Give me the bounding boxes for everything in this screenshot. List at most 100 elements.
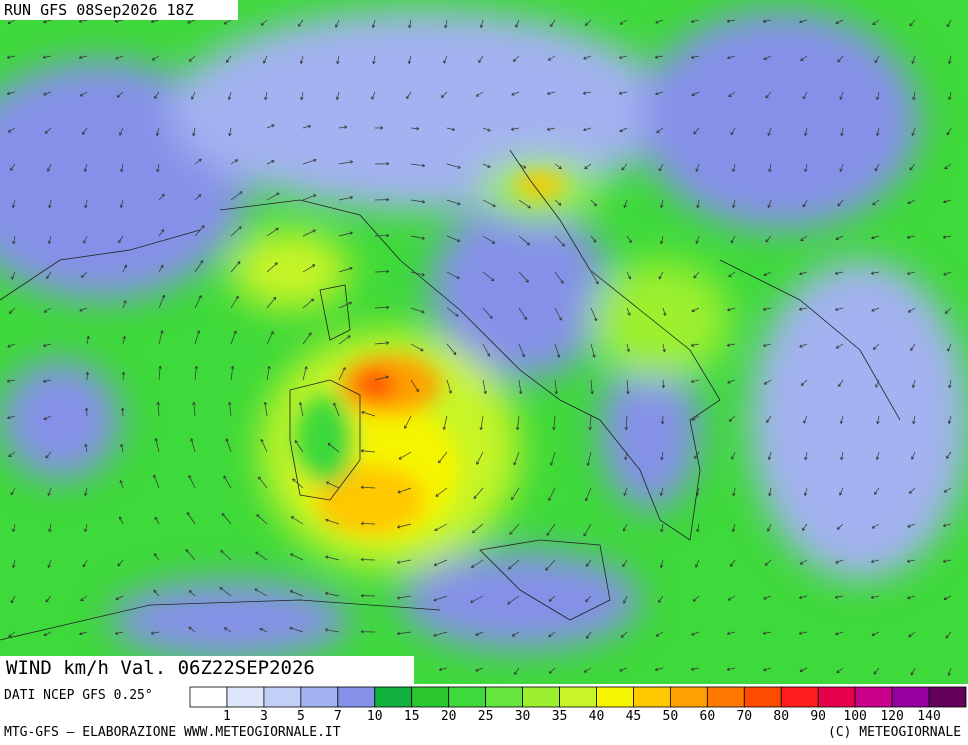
wind-arrow bbox=[482, 127, 491, 132]
wind-arrow bbox=[444, 19, 448, 29]
wind-arrow bbox=[360, 593, 376, 598]
wind-arrow bbox=[696, 199, 700, 209]
wind-arrow bbox=[470, 559, 484, 568]
wind-arrow bbox=[730, 235, 736, 244]
wind-arrow bbox=[548, 595, 556, 602]
wind-arrow bbox=[302, 366, 308, 381]
wind-arrow bbox=[875, 451, 880, 460]
wind-arrow bbox=[254, 588, 268, 597]
wind-arrow bbox=[475, 667, 484, 672]
scale-cell bbox=[448, 686, 487, 708]
wind-arrow bbox=[763, 343, 772, 348]
wind-arrow bbox=[515, 19, 520, 28]
wind-arrow bbox=[945, 631, 952, 639]
wind-arrow bbox=[906, 559, 916, 563]
wind-arrow bbox=[874, 487, 880, 495]
wind-arrow bbox=[767, 199, 772, 208]
wind-arrow bbox=[619, 55, 628, 60]
wind-arrow bbox=[8, 451, 16, 458]
wind-arrow bbox=[547, 55, 556, 61]
wind-arrow bbox=[695, 163, 700, 172]
wind-arrow bbox=[47, 487, 52, 496]
wind-arrow bbox=[433, 631, 448, 637]
wind-arrow bbox=[763, 55, 772, 60]
wind-arrow bbox=[219, 587, 232, 597]
wind-arrow bbox=[410, 163, 426, 168]
wind-arrow bbox=[230, 261, 241, 273]
wind-arrow bbox=[325, 518, 340, 525]
wind-arrow bbox=[158, 330, 164, 345]
wind-arrow bbox=[661, 379, 666, 389]
wind-arrow bbox=[518, 199, 531, 209]
wind-arrow bbox=[660, 199, 664, 209]
wind-arrow bbox=[302, 298, 315, 309]
scale-label: 1 bbox=[223, 709, 231, 724]
wind-arrow bbox=[479, 415, 484, 431]
wind-arrow bbox=[763, 271, 772, 276]
wind-arrow bbox=[800, 235, 808, 242]
scale-label: 45 bbox=[626, 709, 642, 724]
wind-arrow bbox=[546, 523, 556, 536]
wind-arrow bbox=[871, 523, 880, 529]
wind-arrow bbox=[732, 199, 736, 209]
wind-arrow bbox=[835, 307, 844, 312]
wind-arrow bbox=[767, 523, 772, 532]
wind-arrow bbox=[194, 295, 202, 309]
wind-arrow bbox=[908, 631, 916, 638]
wind-arrow bbox=[360, 521, 376, 526]
wind-arrow bbox=[84, 199, 88, 209]
wind-arrow bbox=[302, 194, 317, 201]
wind-arrow bbox=[326, 481, 340, 489]
wind-arrow bbox=[658, 271, 664, 280]
wind-arrow bbox=[120, 443, 124, 453]
wind-arrow bbox=[768, 487, 772, 497]
wind-arrow bbox=[804, 163, 808, 173]
wind-arrow bbox=[590, 307, 598, 322]
wind-arrow bbox=[804, 127, 808, 137]
wind-arrow bbox=[583, 667, 592, 673]
wind-arrow bbox=[187, 19, 196, 24]
wind-arrow bbox=[799, 667, 808, 673]
wind-arrow bbox=[156, 401, 160, 417]
wind-arrow bbox=[404, 415, 412, 429]
wind-arrow bbox=[619, 19, 628, 25]
wind-arrow bbox=[154, 438, 160, 453]
wind-arrow bbox=[623, 595, 628, 604]
wind-arrow bbox=[116, 91, 124, 98]
wind-arrow bbox=[482, 343, 491, 357]
wind-arrow bbox=[874, 55, 880, 64]
wind-arrow bbox=[727, 55, 736, 60]
wind-arrow bbox=[79, 631, 88, 636]
scale-cell bbox=[374, 686, 413, 708]
scale-cell bbox=[337, 686, 376, 708]
wind-arrow bbox=[118, 235, 124, 243]
wind-arrow bbox=[119, 127, 124, 136]
wind-arrow bbox=[511, 487, 520, 501]
wind-arrow bbox=[907, 595, 916, 600]
wind-arrow bbox=[765, 235, 772, 243]
wind-arrow bbox=[656, 127, 664, 134]
wind-arrow bbox=[188, 475, 196, 489]
wind-arrow bbox=[693, 271, 700, 279]
wind-arrow bbox=[194, 365, 198, 381]
wind-arrow bbox=[156, 163, 160, 173]
scale-label: 7 bbox=[334, 709, 342, 724]
wind-arrow bbox=[338, 266, 353, 273]
wind-arrow bbox=[690, 55, 700, 59]
credits-left: MTG-GFS — ELABORAZIONE WWW.METEOGIORNALE… bbox=[4, 725, 341, 740]
wind-arrow bbox=[266, 331, 274, 345]
wind-arrow bbox=[763, 379, 772, 385]
wind-arrow bbox=[410, 199, 426, 204]
wind-arrow bbox=[10, 595, 16, 604]
scale-label: 80 bbox=[773, 709, 789, 724]
wind-arrow bbox=[660, 451, 664, 461]
wind-arrow bbox=[80, 595, 88, 602]
wind-arrow bbox=[83, 235, 88, 244]
wind-arrow bbox=[658, 595, 664, 603]
wind-arrow bbox=[911, 451, 916, 460]
wind-arrow bbox=[727, 307, 736, 312]
wind-arrow bbox=[802, 199, 808, 208]
wind-arrow bbox=[942, 235, 952, 239]
wind-arrow bbox=[290, 553, 304, 561]
wind-arrow bbox=[482, 199, 496, 207]
